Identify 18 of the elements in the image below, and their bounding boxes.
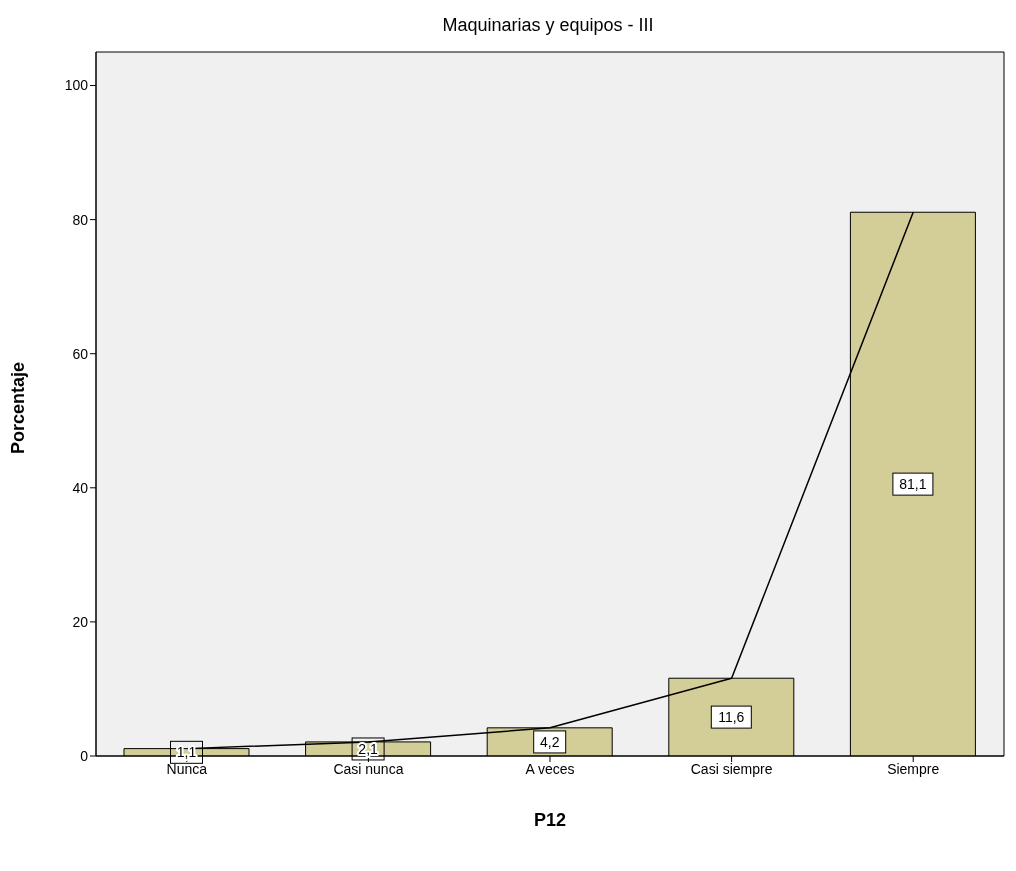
data-label: 4,2: [539, 733, 560, 750]
x-tick-label: Casi nunca: [333, 760, 404, 777]
x-tick-label: A veces: [525, 760, 575, 777]
y-tick-label: 40: [72, 479, 89, 496]
y-tick-label: 0: [80, 747, 89, 764]
data-label: 81,1: [899, 476, 927, 493]
x-tick-label: Casi siempre: [690, 760, 773, 777]
x-tick-label: Nunca: [166, 760, 208, 777]
data-label: 2,1: [358, 740, 379, 757]
chart-title: Maquinarias y equipos - III: [441, 14, 655, 37]
y-tick-label: 60: [72, 345, 89, 362]
x-axis-title: P12: [533, 810, 567, 830]
y-axis-title: Porcentaje: [8, 361, 29, 454]
y-tick-label: 80: [72, 211, 89, 228]
data-label: 11,6: [718, 709, 745, 726]
y-tick-label: 100: [64, 77, 89, 94]
x-tick-label: Siempre: [887, 760, 940, 777]
y-tick-label: 20: [72, 613, 89, 630]
